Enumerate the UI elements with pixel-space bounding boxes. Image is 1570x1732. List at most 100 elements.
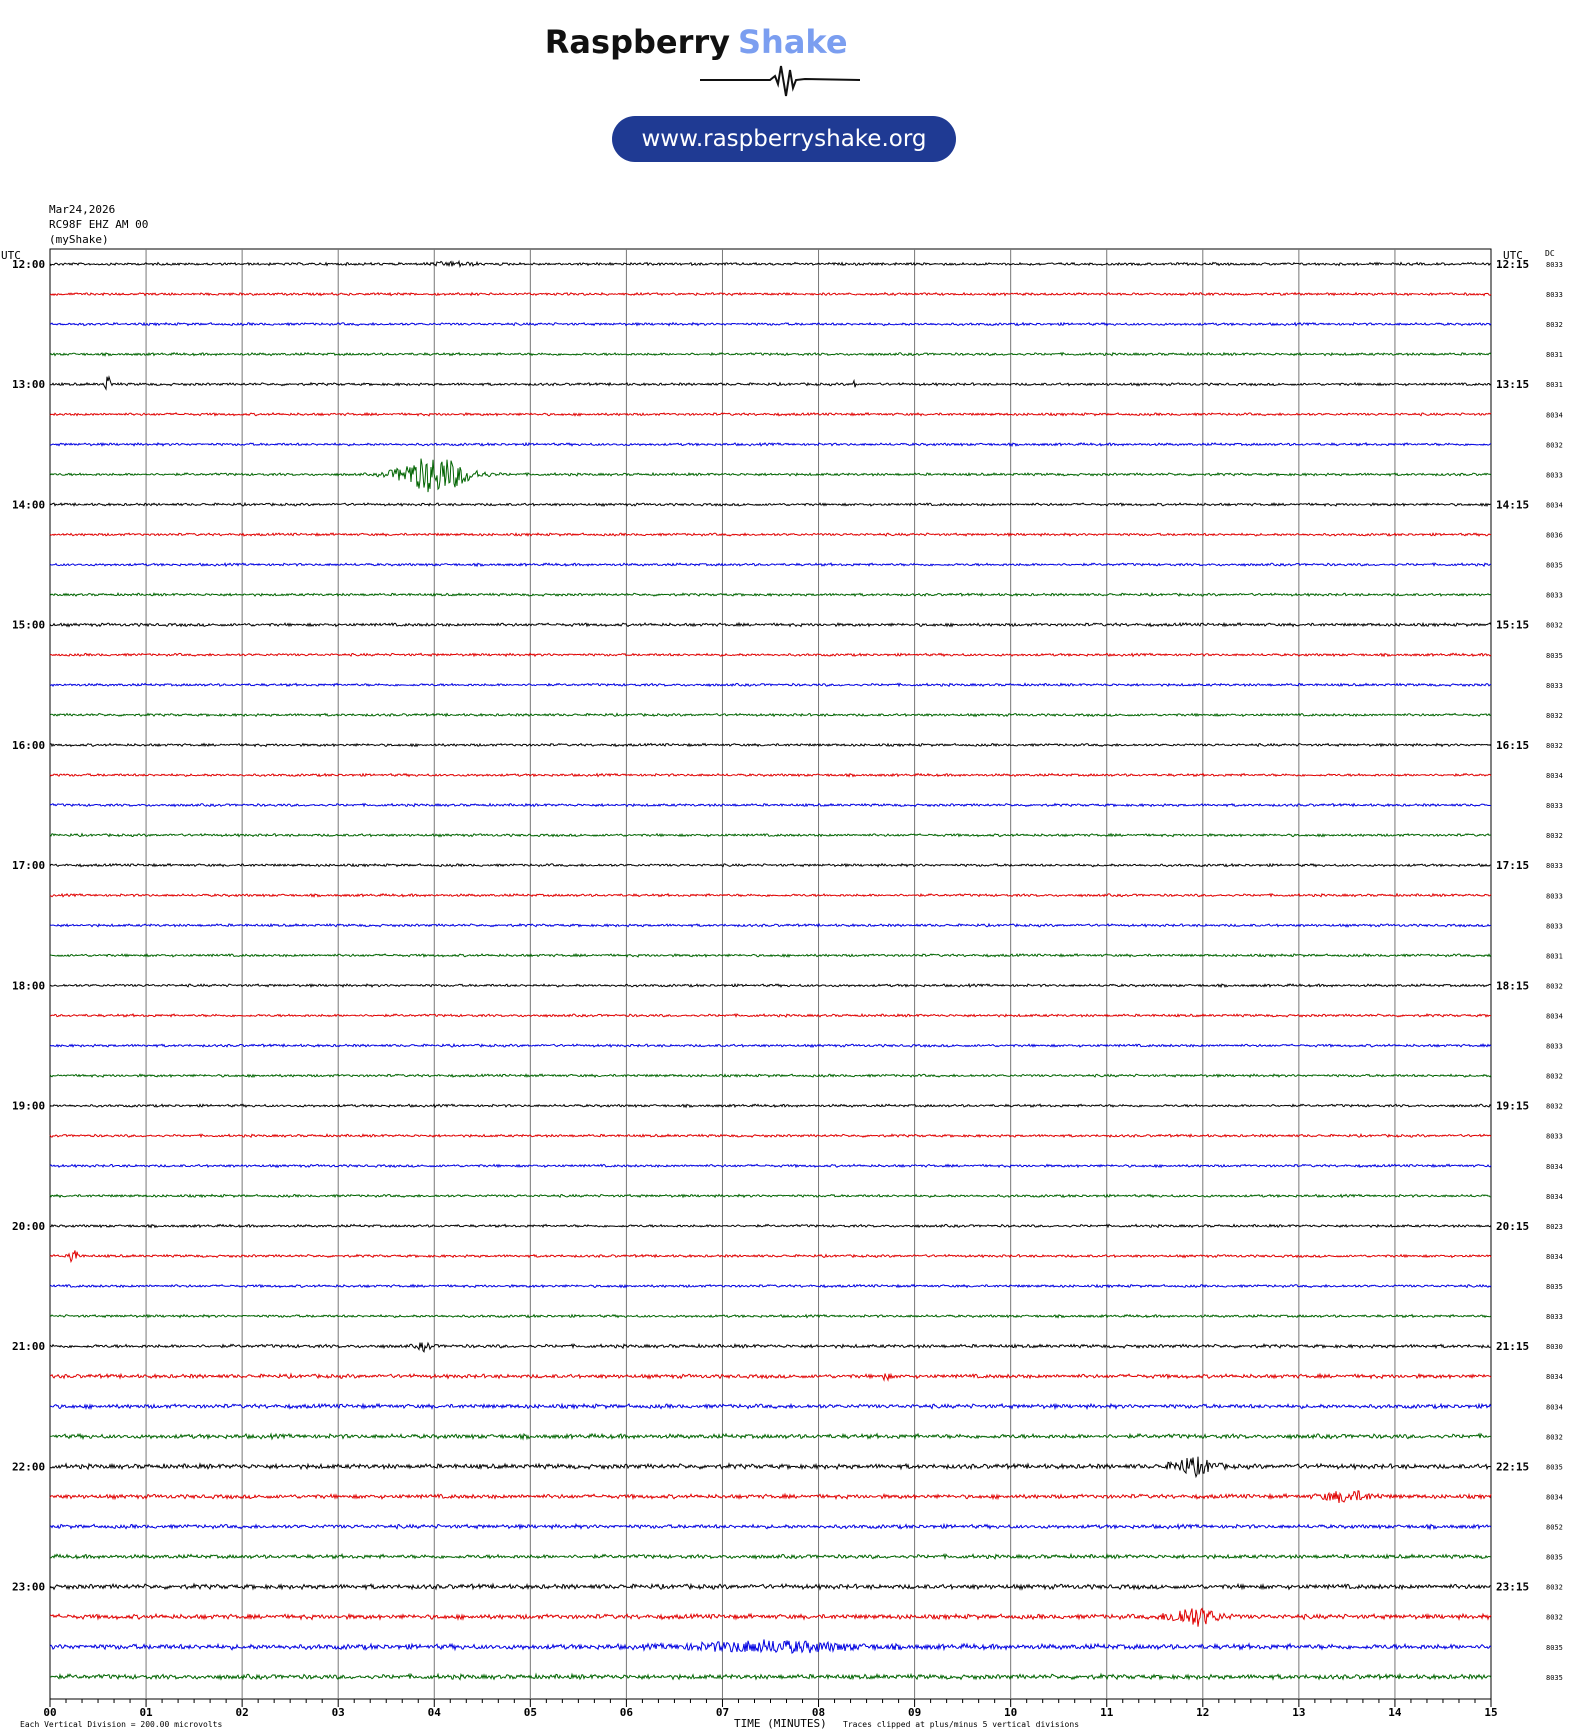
- dc-value: 8030: [1546, 1343, 1563, 1351]
- seismic-trace: [49, 832, 1492, 838]
- seismic-trace: [49, 1582, 1492, 1591]
- seismic-trace: [49, 321, 1492, 327]
- seismic-trace: [49, 982, 1492, 989]
- seismic-trace: [49, 1073, 1492, 1079]
- dc-value: 8034: [1546, 772, 1563, 780]
- hour-label-right: 22:15: [1496, 1460, 1529, 1473]
- hour-label-right: 17:15: [1496, 859, 1529, 872]
- dc-value: 8035: [1546, 652, 1563, 660]
- dc-value: 8035: [1546, 1644, 1563, 1652]
- dc-value: 8034: [1546, 1013, 1563, 1021]
- dc-value: 8032: [1546, 742, 1563, 750]
- x-tick-label: 13: [1292, 1706, 1305, 1719]
- seismic-trace: [49, 1223, 1492, 1229]
- dc-value: 8033: [1546, 1043, 1563, 1051]
- x-tick-label: 06: [620, 1706, 634, 1719]
- x-tick-label: 02: [236, 1706, 249, 1719]
- seismic-trace: [49, 1456, 1492, 1479]
- plot-frame: [49, 248, 1492, 1700]
- dc-value: 8035: [1546, 1463, 1563, 1471]
- seismic-trace: [49, 1133, 1492, 1139]
- hour-label-right: 16:15: [1496, 739, 1529, 752]
- x-tick-label: 10: [1004, 1706, 1017, 1719]
- hour-label-left: 14:00: [12, 498, 45, 511]
- seismic-trace: [49, 1607, 1492, 1627]
- seismic-trace: [49, 892, 1492, 898]
- seismic-trace: [49, 1490, 1492, 1504]
- brand-name-accent: Shake: [738, 23, 848, 61]
- x-tick-label: 00: [43, 1706, 56, 1719]
- seismic-trace: [49, 1283, 1492, 1289]
- seismograph-logo-icon: [700, 65, 861, 97]
- x-tick-label: 05: [524, 1706, 537, 1719]
- x-tick-label: 12: [1196, 1706, 1209, 1719]
- seismic-trace: [49, 922, 1492, 928]
- x-tick-label: 09: [908, 1706, 921, 1719]
- left-utc-label: UTC: [1, 249, 21, 262]
- dc-value: 8032: [1546, 832, 1563, 840]
- hour-label-left: 20:00: [12, 1220, 45, 1233]
- clip-note: Traces clipped at plus/minus 5 vertical …: [843, 1720, 1079, 1729]
- station-label: RC98F EHZ AM 00: [49, 218, 148, 231]
- dc-value: 8032: [1546, 1103, 1563, 1111]
- seismic-trace: [49, 375, 1492, 391]
- seismic-trace: [49, 1042, 1492, 1049]
- hour-label-left: 17:00: [12, 859, 45, 872]
- url-text[interactable]: www.raspberryshake.org: [642, 126, 927, 152]
- x-tick-label: 11: [1100, 1706, 1114, 1719]
- dc-value: 8033: [1546, 261, 1563, 269]
- dc-value: 8035: [1546, 1554, 1563, 1562]
- dc-value: 8032: [1546, 441, 1563, 449]
- dc-value: 8034: [1546, 1493, 1563, 1501]
- x-tick-label: 08: [812, 1706, 825, 1719]
- scale-note: Each Vertical Division = 200.00 microvol…: [20, 1720, 222, 1729]
- x-tick-label: 04: [428, 1706, 442, 1719]
- x-tick-label: 15: [1484, 1706, 1497, 1719]
- hour-label-right: 15:15: [1496, 619, 1529, 632]
- dc-label: DC: [1545, 249, 1555, 258]
- right-utc-label: UTC: [1503, 249, 1523, 262]
- dc-value: 8033: [1546, 1313, 1563, 1321]
- user-label: (myShake): [49, 233, 109, 246]
- seismic-trace: [49, 652, 1492, 658]
- seismic-trace: [49, 458, 1492, 493]
- dc-value: 8033: [1546, 1133, 1563, 1141]
- dc-value: 8034: [1546, 1253, 1563, 1261]
- hour-labels: 12:00 13:00 14:00 15:00 16:00 17:00 18:00 19:00…: [12, 258, 1529, 1594]
- dc-value: 8032: [1546, 1073, 1563, 1081]
- hour-label-right: 18:15: [1496, 979, 1529, 992]
- dc-value: 8033: [1546, 682, 1563, 690]
- hour-label-left: 19:00: [12, 1100, 45, 1113]
- seismic-trace: [49, 1402, 1492, 1411]
- seismic-trace: [49, 742, 1492, 748]
- dc-value: 8033: [1546, 592, 1563, 600]
- dc-value: 8034: [1546, 411, 1563, 419]
- hour-label-left: 13:00: [12, 378, 45, 391]
- hour-label-left: 21:00: [12, 1340, 45, 1353]
- seismic-trace: [49, 682, 1492, 688]
- seismic-trace: [49, 1552, 1491, 1561]
- url-pill[interactable]: [612, 116, 956, 162]
- seismic-trace: [49, 411, 1492, 417]
- logo: Raspberry Shake www.raspberryshake.org: [545, 23, 956, 162]
- seismic-trace: [49, 291, 1492, 297]
- footer: Each Vertical Division = 200.00 microvol…: [20, 1717, 1079, 1730]
- x-tick-label: 01: [139, 1706, 153, 1719]
- dc-value: 8032: [1546, 1584, 1563, 1592]
- dc-value: 8035: [1546, 562, 1563, 570]
- dc-value: 8032: [1546, 321, 1563, 329]
- seismic-trace: [49, 621, 1492, 628]
- dc-value: 8031: [1546, 381, 1563, 389]
- seismic-trace: [49, 1522, 1492, 1531]
- seismic-trace: [49, 1103, 1492, 1109]
- seismic-trace: [49, 562, 1492, 568]
- dc-value: 8034: [1546, 1163, 1563, 1171]
- hour-label-left: 16:00: [12, 739, 45, 752]
- time-axis: 00 01 02 03 04 05 06 07 08 09 10 11 12 13 14 15: [43, 1699, 1498, 1719]
- seismic-trace: [49, 1250, 1492, 1264]
- dc-value: 8031: [1546, 952, 1563, 960]
- dc-value: 8032: [1546, 982, 1563, 990]
- seismic-trace: [49, 1193, 1492, 1199]
- seismic-trace: [49, 532, 1492, 538]
- dc-value: 8023: [1546, 1223, 1563, 1231]
